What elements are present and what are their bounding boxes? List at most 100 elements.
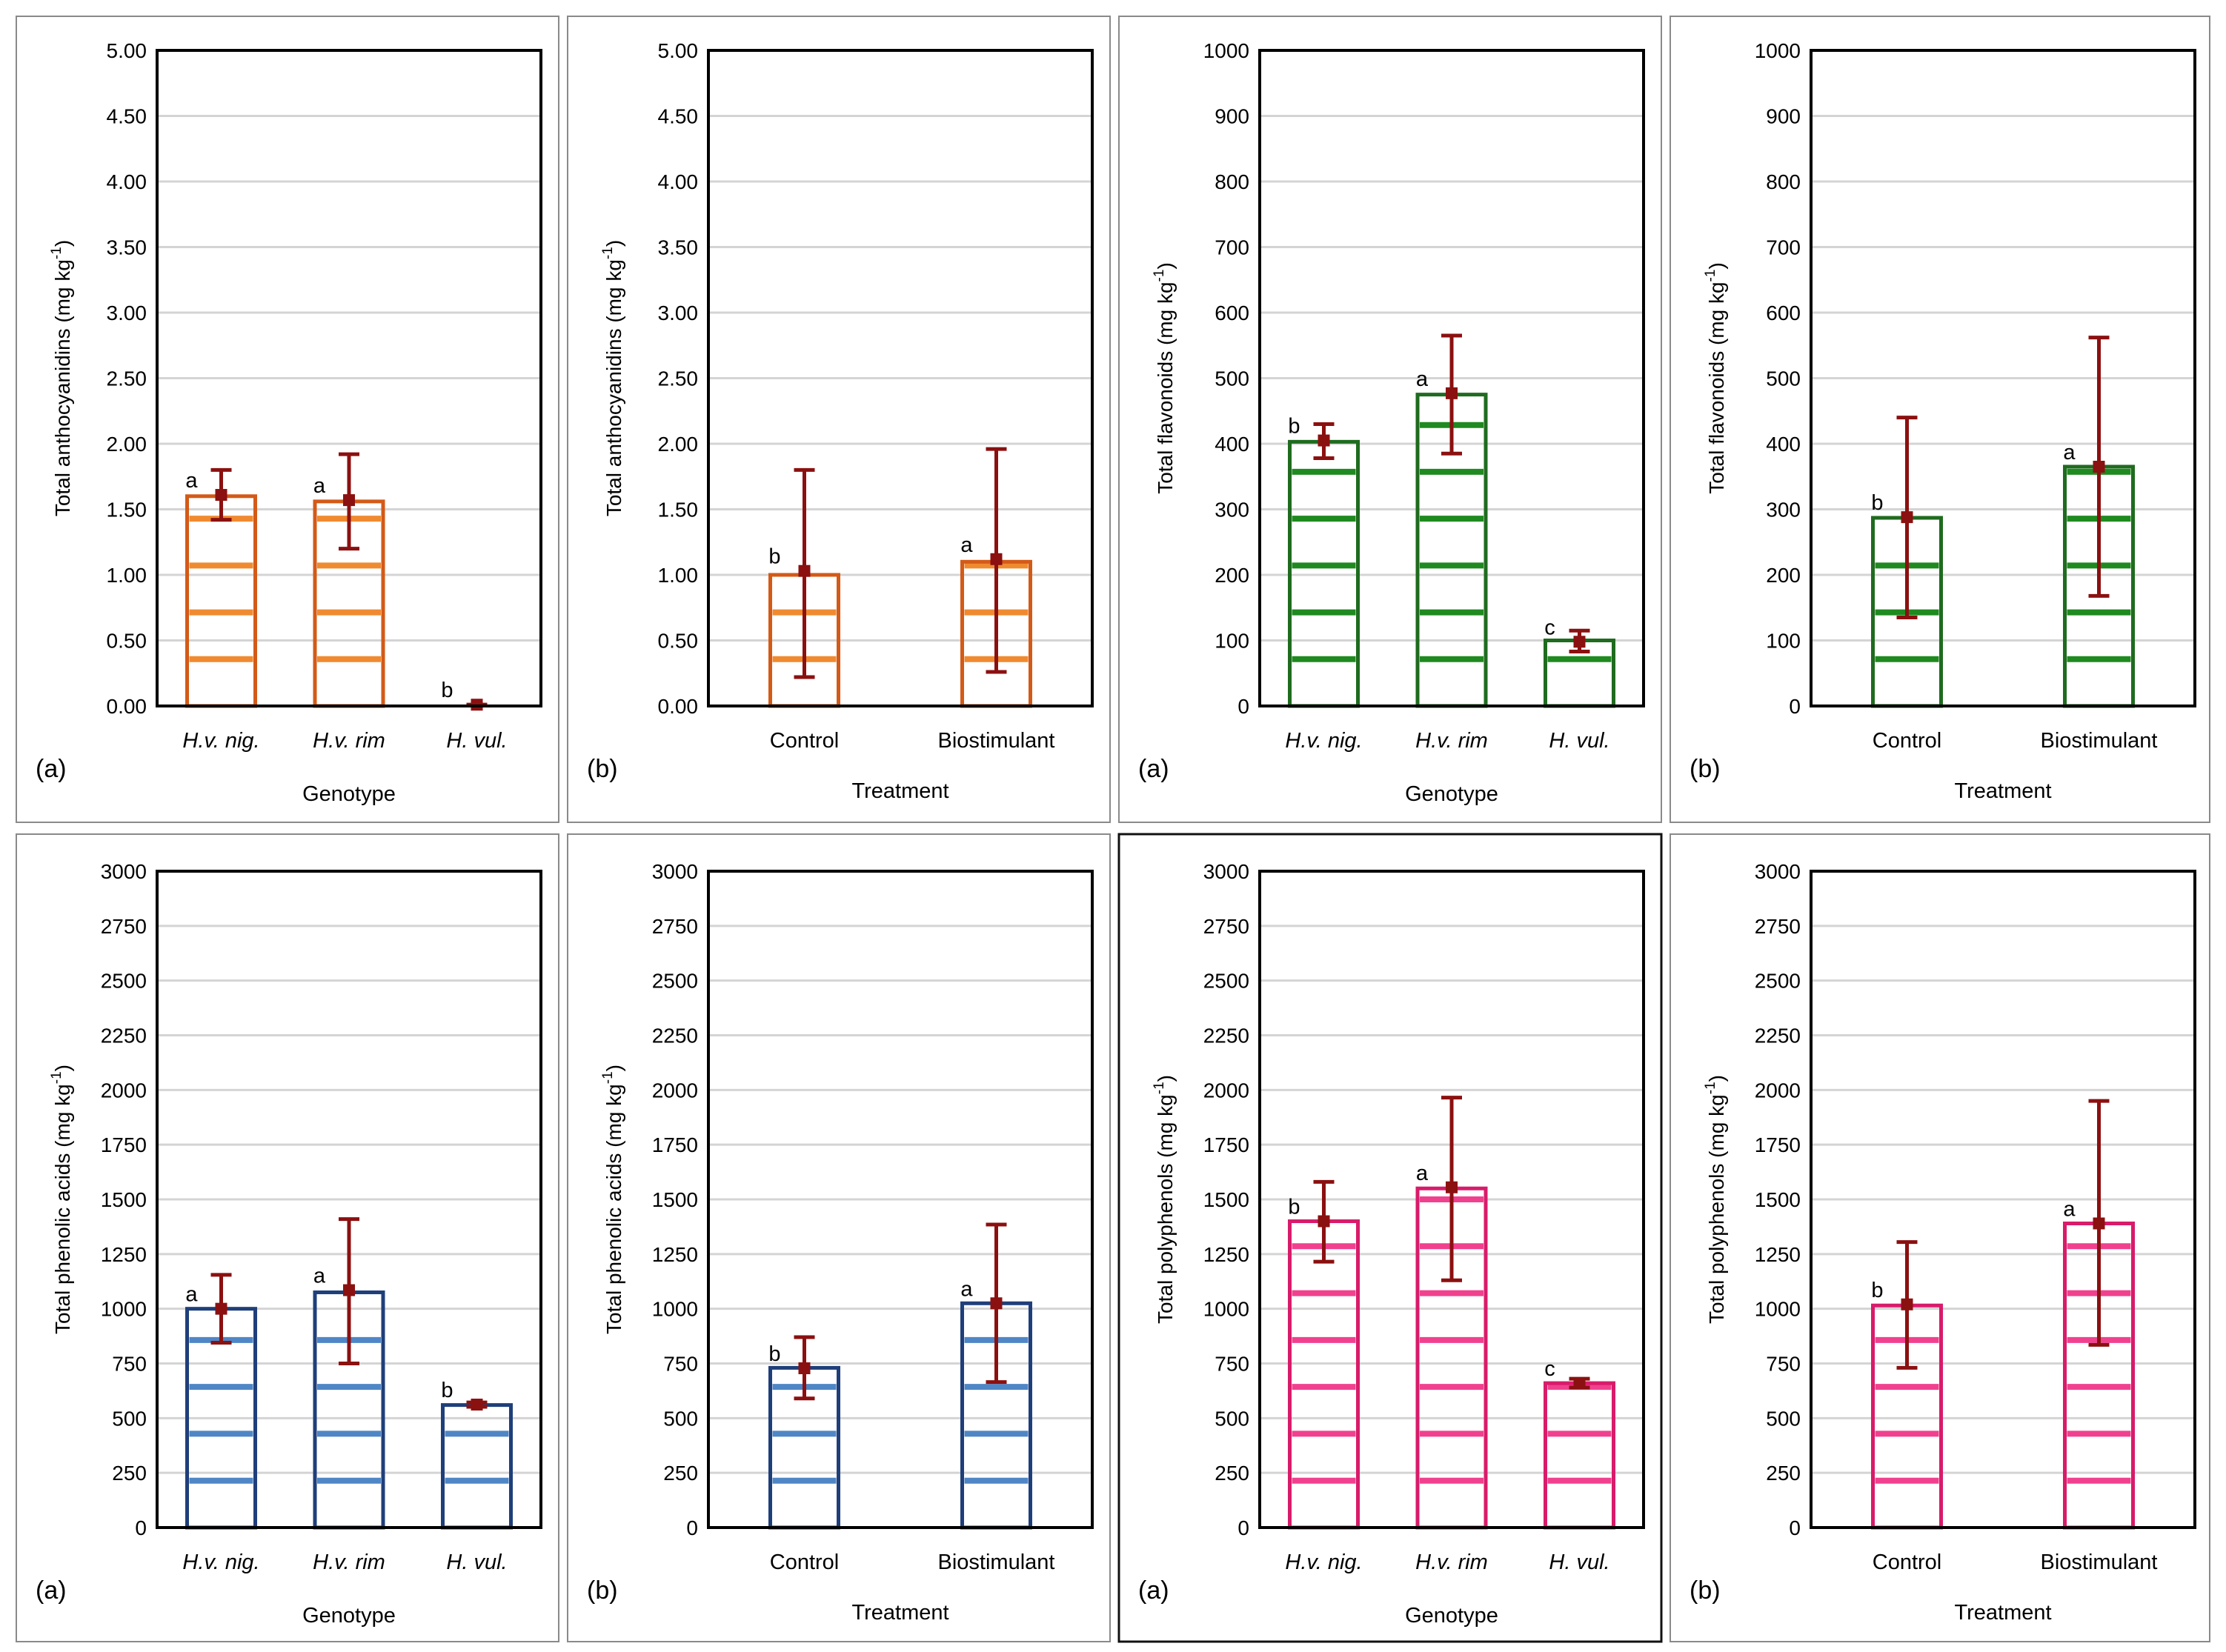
panel-letter: (a): [36, 1576, 67, 1605]
mean-marker: [1901, 511, 1913, 524]
y-tick-label: 400: [1766, 433, 1801, 456]
y-tick-label: 1500: [1203, 1188, 1249, 1211]
y-tick-label: 200: [1766, 564, 1801, 587]
y-axis-title-close: ): [1154, 262, 1177, 269]
y-axis-title-main: Total flavonoids (mg kg: [1705, 282, 1728, 493]
panel-letter: (b): [587, 1576, 618, 1605]
y-tick-label: 600: [1215, 302, 1249, 324]
y-tick-label: 1750: [652, 1133, 698, 1156]
mean-marker: [1573, 1377, 1586, 1390]
y-tick-label: 500: [112, 1407, 147, 1430]
y-tick-label: 100: [1766, 630, 1801, 653]
y-tick-label: 3000: [1755, 860, 1801, 883]
significance-letter: a: [1416, 367, 1429, 391]
y-tick-label: 1250: [101, 1243, 147, 1266]
y-tick-label: 200: [1215, 564, 1249, 587]
y-tick-label: 2500: [652, 970, 698, 993]
mean-marker: [343, 494, 355, 507]
y-axis-title-superscript: -1: [1152, 1082, 1167, 1094]
chart-panel-3: 0 100 200 300 400 500 600 700 800 900 1000 b H.v. ni…: [1118, 16, 1662, 823]
y-tick-label: 2000: [1203, 1079, 1249, 1102]
y-tick-label: 2000: [101, 1079, 147, 1102]
y-axis-title-main: Total anthocyanidins (mg kg: [602, 259, 625, 516]
plot-area-border: [1258, 49, 1645, 707]
x-tick-label: H. vul.: [1549, 1551, 1609, 1574]
chart-panel-1: 0.00 0.50 1.00 1.50 2.00 2.50 3.00 3.50 4.00 4.50…: [16, 16, 559, 823]
y-tick-label: 0.00: [658, 695, 699, 718]
y-tick-label: 2500: [101, 970, 147, 993]
y-tick-label: 4.50: [107, 105, 147, 128]
y-tick-label: 5.00: [107, 39, 147, 62]
y-tick-label: 700: [1215, 236, 1249, 259]
y-tick-label: 2250: [1203, 1025, 1249, 1048]
y-tick-label: 250: [112, 1462, 147, 1485]
y-tick-label: 2750: [1755, 915, 1801, 938]
mean-marker: [2093, 460, 2105, 473]
mean-marker: [1446, 1181, 1458, 1193]
y-tick-label: 1.50: [658, 499, 699, 522]
mean-marker: [215, 1302, 227, 1315]
y-axis-title-superscript: -1: [600, 247, 616, 259]
y-tick-label: 800: [1215, 170, 1249, 193]
y-axis-title-superscript: -1: [49, 1071, 64, 1084]
y-axis-title-main: Total polyphenols (mg kg: [1705, 1094, 1728, 1324]
significance-letter: a: [960, 1277, 973, 1301]
significance-letter: a: [2063, 441, 2076, 464]
x-tick-label: H. vul.: [446, 729, 507, 753]
y-tick-label: 1000: [1203, 1298, 1249, 1321]
chart-panel-6: 0 250 500 750 1000 1250 1500 1750 2000 2250 2500 27…: [567, 833, 1111, 1642]
y-axis-title: Total anthocyanidins (mg kg-1): [49, 240, 74, 516]
y-tick-label: 250: [663, 1462, 698, 1485]
y-axis-title-superscript: -1: [49, 247, 64, 259]
y-tick-label: 3.00: [107, 302, 147, 324]
y-tick-label: 100: [1215, 630, 1249, 653]
x-tick-label: H.v. nig.: [1285, 729, 1362, 753]
significance-letter: a: [313, 474, 326, 498]
x-axis-title: Treatment: [851, 779, 948, 803]
y-axis-title-close: ): [602, 240, 625, 247]
mean-marker: [798, 564, 811, 577]
y-tick-label: 1.50: [107, 499, 147, 522]
plot-area-border: [1258, 870, 1645, 1529]
x-tick-label: Control: [770, 729, 840, 753]
y-tick-label: 2750: [652, 915, 698, 938]
y-tick-label: 0: [1789, 695, 1801, 718]
x-tick-label: H.v. rim: [1415, 729, 1488, 753]
y-tick-label: 0: [1789, 1516, 1801, 1539]
panel-frame: [1117, 833, 1663, 1643]
y-tick-label: 1750: [1755, 1133, 1801, 1156]
chart-panel-5: 0 250 500 750 1000 1250 1500 1750 2000 2250 2500 27…: [16, 833, 559, 1642]
y-tick-label: 0: [1237, 1516, 1249, 1539]
y-tick-label: 1250: [1755, 1243, 1801, 1266]
y-axis-title-superscript: -1: [1152, 270, 1167, 282]
y-axis-title-main: Total polyphenols (mg kg: [1154, 1094, 1177, 1324]
y-tick-label: 1250: [652, 1243, 698, 1266]
y-tick-label: 400: [1215, 433, 1249, 456]
y-axis-title-superscript: -1: [600, 1071, 616, 1084]
chart-panel-8: 0 250 500 750 1000 1250 1500 1750 2000 2250 2500 27…: [1670, 833, 2210, 1642]
y-tick-label: 3.50: [658, 236, 699, 259]
y-tick-label: 250: [1215, 1462, 1249, 1485]
y-tick-label: 500: [1766, 367, 1801, 390]
y-tick-label: 2500: [1203, 970, 1249, 993]
x-tick-label: H.v. nig.: [182, 729, 259, 753]
y-tick-label: 2250: [652, 1025, 698, 1048]
y-tick-label: 500: [1215, 367, 1249, 390]
y-tick-label: 500: [663, 1407, 698, 1430]
plot-area-border: [1810, 870, 2196, 1529]
y-tick-label: 1000: [652, 1298, 698, 1321]
mean-marker: [343, 1284, 355, 1296]
x-axis-title: Genotype: [1405, 782, 1498, 806]
mean-marker: [471, 1399, 483, 1411]
x-axis-title: Genotype: [302, 1604, 396, 1628]
y-tick-label: 2.50: [658, 367, 699, 390]
x-tick-label: Control: [770, 1551, 840, 1574]
y-tick-label: 2750: [101, 915, 147, 938]
y-tick-label: 1500: [1755, 1188, 1801, 1211]
y-tick-label: 750: [1215, 1353, 1249, 1376]
x-tick-label: H. vul.: [1549, 729, 1609, 753]
y-tick-label: 2000: [1755, 1079, 1801, 1102]
y-tick-label: 750: [112, 1353, 147, 1376]
panel-letter: (b): [587, 755, 618, 783]
